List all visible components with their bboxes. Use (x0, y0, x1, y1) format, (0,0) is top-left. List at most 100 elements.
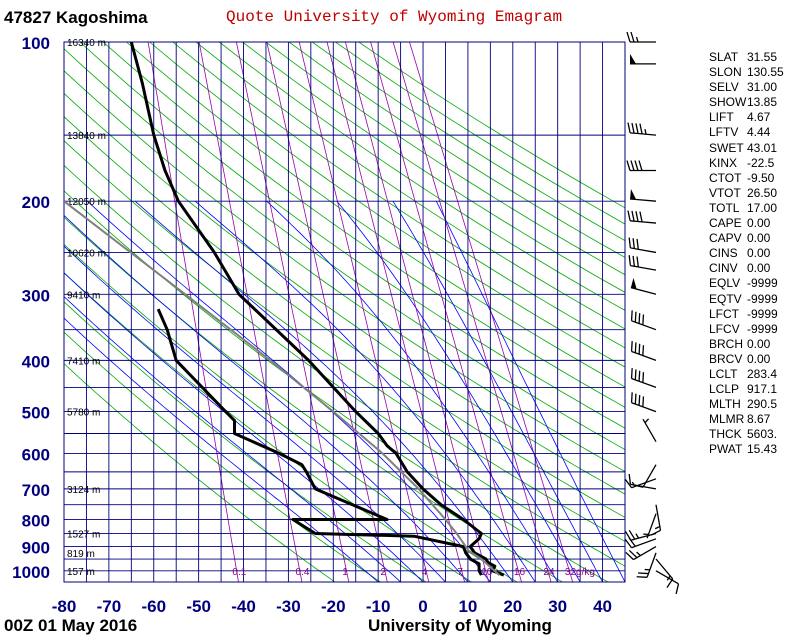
y-tick-label: 600 (22, 445, 50, 464)
parcel-path-line (64, 200, 500, 576)
index-row: LFCV -9999 (709, 322, 799, 337)
wind-barb (655, 558, 674, 589)
index-row: SHOW13.85 (709, 95, 799, 110)
barb-full (642, 314, 645, 325)
grid (63, 41, 626, 583)
barb-full (638, 370, 641, 382)
barb-full (638, 313, 641, 324)
moist-adiabat-line (336, 200, 581, 582)
temperature-line (129, 42, 505, 577)
barb-half (636, 551, 641, 557)
barb-staff (631, 377, 657, 389)
dry-adiabat-line (219, 42, 625, 311)
moist-adiabat-line (87, 200, 491, 582)
height-label: 10620 m (67, 248, 106, 259)
barb-staff (630, 220, 657, 224)
mixing-ratio-label: 7 (457, 567, 463, 578)
index-name: SWET (709, 140, 744, 155)
barb-staff (631, 402, 657, 413)
moist-adiabat-line (64, 214, 469, 582)
index-value: 0.00 (747, 216, 771, 231)
wind-barb (655, 570, 680, 595)
barb-full (630, 341, 633, 352)
barb-half (644, 418, 650, 424)
stability-indices: SLAT 31.55 SLON 130.55 SELV 31.00 SHOW13.85 LIF… (709, 50, 799, 458)
index-row: CAPE 0.00 (709, 216, 799, 231)
barb-full (635, 211, 639, 222)
mixing-ratio-line (326, 42, 465, 582)
wind-barb (625, 546, 657, 561)
wind-barb (636, 552, 657, 578)
index-row: SLON 130.55 (709, 65, 799, 80)
background-lines (64, 42, 625, 582)
barb-full (638, 160, 643, 171)
index-row: THCK 5603. (709, 427, 799, 442)
index-name: LFCV (709, 321, 740, 336)
index-name: CAPV (709, 231, 742, 246)
barb-full (666, 578, 674, 589)
index-value: 4.44 (747, 125, 771, 140)
index-value: 13.85 (747, 95, 778, 110)
index-name: MLMR (709, 412, 745, 427)
y-tick-label: 1000 (12, 563, 50, 582)
barb-full (628, 549, 638, 559)
height-label: 157 m (67, 567, 95, 578)
wind-barb (643, 513, 657, 539)
wind-barb (630, 310, 657, 331)
moist-adiabat-line (134, 200, 514, 582)
index-name: LCLT (709, 366, 738, 381)
index-row: BRCV 0.00 (709, 352, 799, 367)
index-name: CINS (709, 246, 738, 261)
wind-barb (628, 237, 657, 254)
height-label: 12050 m (67, 197, 106, 208)
barb-full (636, 256, 639, 268)
index-row: LCLT 283.4 (709, 367, 799, 382)
moist-adiabat-line (435, 201, 625, 582)
barb-staff (631, 320, 657, 331)
mixing-ratio-label: 16 (514, 567, 526, 578)
mixing-ratio-line (266, 42, 388, 582)
barb-staff (633, 546, 657, 561)
sounding-traces (64, 42, 505, 577)
index-value: 31.55 (747, 50, 778, 64)
mixing-ratio-label: 10 (481, 567, 493, 578)
barb-half (635, 36, 639, 43)
index-value: -9999 (747, 291, 778, 306)
index-value: 43.01 (747, 140, 778, 155)
height-label: 3124 m (67, 485, 100, 496)
barb-full (642, 372, 645, 383)
barb-full (642, 345, 645, 356)
barb-full (638, 343, 641, 355)
index-row: KINX -22.5 (709, 156, 799, 171)
index-name: LFCT (709, 306, 739, 321)
barb-staff (630, 264, 657, 271)
mixing-ratio-line (370, 42, 522, 582)
barb-half (635, 533, 640, 539)
y-tick-label: 800 (22, 512, 50, 531)
moist-adiabat-line (266, 200, 559, 582)
index-row: SLAT 31.55 (709, 50, 799, 65)
barb-half (666, 575, 671, 581)
height-label: 7410 m (67, 356, 100, 367)
index-value: 4.67 (747, 110, 771, 125)
index-name: KINX (709, 155, 738, 170)
barb-staff (655, 570, 679, 585)
wind-barb (650, 504, 662, 536)
barb-full (675, 583, 680, 595)
barb-pennant (630, 277, 637, 290)
x-tick-label: -70 (97, 597, 122, 616)
barb-staff (630, 132, 657, 136)
dry-adiabat-line (195, 42, 625, 330)
dry-adiabat-line (265, 42, 625, 276)
mixing-ratio-line (392, 42, 552, 582)
height-label: 819 m (67, 549, 95, 560)
dry-adiabat-line (64, 331, 381, 582)
index-value: 283.4 (747, 366, 778, 381)
index-row: CINV 0.00 (709, 261, 799, 276)
barb-staff (631, 478, 657, 489)
moist-adiabat-line (392, 200, 603, 582)
barb-full (630, 31, 635, 43)
index-value: 8.67 (747, 412, 771, 427)
x-tick-label: -80 (52, 597, 77, 616)
y-tick-label: 500 (22, 404, 50, 423)
